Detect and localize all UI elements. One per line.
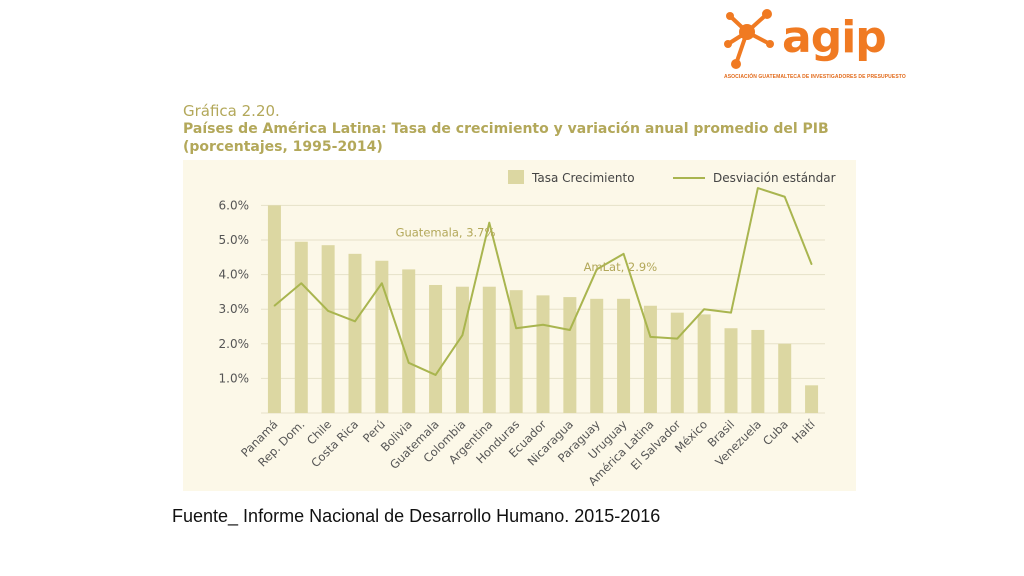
line-point — [703, 308, 705, 310]
bar — [536, 295, 550, 413]
bar — [509, 290, 523, 413]
bar — [805, 385, 819, 413]
bar — [697, 314, 711, 413]
chart-title: Países de América Latina: Tasa de crecim… — [183, 121, 829, 155]
line-point — [676, 337, 679, 340]
line-point — [327, 310, 329, 312]
bar — [267, 205, 281, 413]
bar — [402, 269, 416, 413]
line-point — [273, 304, 276, 307]
y-tick-label: 5.0% — [219, 233, 250, 247]
bar — [482, 286, 496, 413]
line-point — [595, 268, 598, 271]
chart-figure-number: Gráfica 2.20. — [183, 102, 280, 120]
bar — [321, 245, 335, 413]
bar — [348, 253, 362, 413]
line-point — [730, 311, 732, 314]
bar — [617, 298, 631, 413]
chart-area: 1.0% 2.0% 3.0% 4.0% 5.0% 6.0% Panamá Rep. Dom.… — [183, 160, 856, 491]
legend-swatch-bar — [508, 170, 524, 184]
bar — [670, 312, 684, 413]
y-tick-label: 3.0% — [219, 302, 250, 316]
bar — [375, 260, 389, 413]
y-tick-label: 2.0% — [219, 337, 250, 351]
bar — [778, 343, 792, 413]
bar — [724, 328, 738, 413]
bar — [455, 286, 469, 413]
bar — [429, 284, 443, 413]
line-point — [300, 282, 303, 285]
line-point — [569, 329, 571, 331]
logo-wordmark: agip — [782, 12, 887, 63]
line-point — [461, 334, 464, 336]
x-tick-label: Haití — [789, 417, 818, 446]
line-point — [515, 327, 517, 330]
line-point — [542, 323, 544, 326]
line-point — [354, 320, 356, 323]
line-point — [434, 374, 437, 376]
logo-subtitle: ASOCIACIÓN GUATEMALTECA DE INVESTIGADORE… — [724, 74, 906, 80]
bar — [643, 305, 657, 413]
y-tick-label: 6.0% — [219, 198, 250, 212]
bar — [590, 298, 604, 413]
line-point — [622, 253, 625, 255]
chart-title-block: Gráfica 2.20. Países de América Latina: … — [183, 102, 863, 156]
x-tick-label: Cuba — [760, 417, 791, 448]
y-tick-label: 1.0% — [219, 371, 250, 385]
line-point — [810, 263, 813, 266]
chart-annotation: Guatemala, 3.7% — [396, 226, 496, 240]
legend-label-line: Desviación estándar — [713, 171, 836, 185]
y-tick-label: 4.0% — [219, 268, 250, 282]
agip-logo-icon — [724, 9, 774, 69]
bar — [751, 329, 765, 413]
line-point — [381, 282, 383, 285]
line-point — [407, 362, 410, 364]
line-point — [783, 195, 786, 198]
bar — [563, 297, 577, 413]
line-point — [649, 336, 652, 338]
bar — [294, 241, 308, 413]
legend-label-bar: Tasa Crecimiento — [531, 171, 635, 185]
line-point — [488, 221, 491, 224]
chart-annotation: AmLat, 2.9% — [584, 260, 658, 274]
source-caption: Fuente_ Informe Nacional de Desarrollo H… — [172, 506, 661, 526]
line-point — [757, 187, 759, 189]
